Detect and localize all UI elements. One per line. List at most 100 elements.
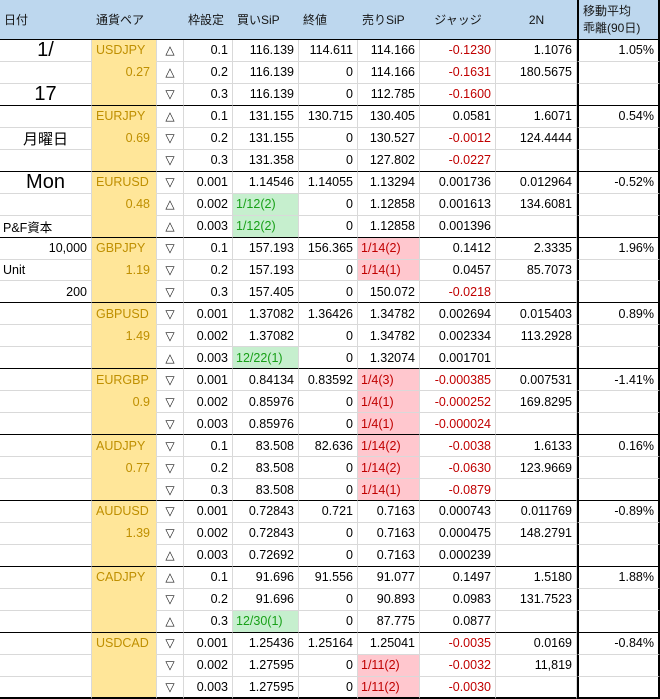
date-cell[interactable]: 200 [0, 281, 92, 304]
trend-cell[interactable]: ▽ [157, 479, 184, 502]
n2-cell[interactable]: 180.5675 [496, 61, 577, 84]
trend-cell[interactable]: ▽ [157, 457, 184, 480]
n2-cell[interactable] [496, 347, 577, 370]
frame-setting-cell[interactable]: 0.1 [184, 105, 233, 128]
buy-sip-cell[interactable]: 1.27595 [233, 676, 299, 699]
pair-cell[interactable] [92, 588, 157, 611]
close-price-cell[interactable]: 0 [299, 413, 358, 436]
ma-deviation-cell[interactable] [577, 413, 660, 436]
date-cell[interactable] [0, 588, 92, 611]
n2-cell[interactable] [496, 479, 577, 502]
header-triangle-spacer[interactable] [157, 0, 184, 40]
close-price-cell[interactable]: 0 [299, 347, 358, 370]
trend-cell[interactable]: ▽ [157, 632, 184, 655]
sell-sip-cell[interactable]: 1.32074 [358, 347, 420, 370]
pair-cell[interactable]: 1.39 [92, 522, 157, 545]
ma-deviation-cell[interactable]: 1.96% [577, 237, 660, 260]
sell-sip-cell[interactable]: 130.405 [358, 105, 420, 128]
sell-sip-cell[interactable]: 1/4(1) [358, 391, 420, 414]
date-cell[interactable] [0, 325, 92, 348]
judge-cell[interactable]: -0.000024 [420, 413, 496, 436]
close-price-cell[interactable]: 0 [299, 457, 358, 480]
pair-cell[interactable]: EURGBP [92, 369, 157, 392]
judge-cell[interactable]: 0.001396 [420, 215, 496, 238]
trend-cell[interactable]: ▽ [157, 83, 184, 106]
date-cell[interactable] [0, 676, 92, 699]
sell-sip-cell[interactable]: 1.13294 [358, 171, 420, 194]
n2-cell[interactable]: 1.6133 [496, 435, 577, 458]
ma-deviation-cell[interactable] [577, 259, 660, 282]
buy-sip-cell[interactable]: 1/12(2) [233, 215, 299, 238]
trend-cell[interactable]: △ [157, 566, 184, 589]
pair-cell[interactable]: 1.19 [92, 259, 157, 282]
pair-cell[interactable] [92, 149, 157, 172]
sell-sip-cell[interactable]: 90.893 [358, 588, 420, 611]
frame-setting-cell[interactable]: 0.001 [184, 369, 233, 392]
close-price-cell[interactable]: 0 [299, 149, 358, 172]
sell-sip-cell[interactable]: 130.527 [358, 127, 420, 150]
ma-deviation-cell[interactable]: -0.89% [577, 501, 660, 523]
trend-cell[interactable]: ▽ [157, 281, 184, 304]
sell-sip-cell[interactable]: 1/14(2) [358, 457, 420, 480]
ma-deviation-cell[interactable] [577, 83, 660, 106]
n2-cell[interactable]: 0.015403 [496, 303, 577, 326]
ma-deviation-cell[interactable]: 0.54% [577, 105, 660, 128]
pair-cell[interactable]: 0.48 [92, 193, 157, 216]
date-cell[interactable] [0, 479, 92, 502]
n2-cell[interactable]: 0.0169 [496, 632, 577, 655]
n2-cell[interactable]: 131.7523 [496, 588, 577, 611]
pair-cell[interactable]: 0.9 [92, 391, 157, 414]
buy-sip-cell[interactable]: 0.85976 [233, 413, 299, 436]
trend-cell[interactable]: △ [157, 193, 184, 216]
pair-cell[interactable] [92, 479, 157, 502]
close-price-cell[interactable]: 114.611 [299, 40, 358, 62]
pair-cell[interactable]: CADJPY [92, 566, 157, 589]
n2-cell[interactable]: 0.012964 [496, 171, 577, 194]
ma-deviation-cell[interactable] [577, 588, 660, 611]
sell-sip-cell[interactable]: 1/4(3) [358, 369, 420, 392]
trend-cell[interactable]: △ [157, 347, 184, 370]
frame-setting-cell[interactable]: 0.3 [184, 83, 233, 106]
judge-cell[interactable]: -0.0879 [420, 479, 496, 502]
n2-cell[interactable]: 85.7073 [496, 259, 577, 282]
frame-setting-cell[interactable]: 0.002 [184, 522, 233, 545]
sell-sip-cell[interactable]: 1.12858 [358, 215, 420, 238]
ma-deviation-cell[interactable]: -1.41% [577, 369, 660, 392]
trend-cell[interactable]: ▽ [157, 391, 184, 414]
header-2n[interactable]: 2N [496, 0, 577, 40]
n2-cell[interactable]: 1.5180 [496, 566, 577, 589]
ma-deviation-cell[interactable] [577, 347, 660, 370]
header-frame-setting[interactable]: 枠設定 [184, 0, 233, 40]
buy-sip-cell[interactable]: 0.72843 [233, 501, 299, 523]
trend-cell[interactable]: △ [157, 544, 184, 567]
close-price-cell[interactable]: 0 [299, 259, 358, 282]
close-price-cell[interactable]: 156.365 [299, 237, 358, 260]
date-cell[interactable] [0, 369, 92, 392]
judge-cell[interactable]: 0.0877 [420, 610, 496, 633]
sell-sip-cell[interactable]: 1.34782 [358, 303, 420, 326]
n2-cell[interactable] [496, 215, 577, 238]
frame-setting-cell[interactable]: 0.3 [184, 610, 233, 633]
sell-sip-cell[interactable]: 127.802 [358, 149, 420, 172]
pair-cell[interactable]: 0.27 [92, 61, 157, 84]
frame-setting-cell[interactable]: 0.3 [184, 281, 233, 304]
judge-cell[interactable]: -0.0032 [420, 654, 496, 677]
frame-setting-cell[interactable]: 0.002 [184, 654, 233, 677]
trend-cell[interactable]: ▽ [157, 325, 184, 348]
sell-sip-cell[interactable]: 1/4(1) [358, 413, 420, 436]
buy-sip-cell[interactable]: 116.139 [233, 61, 299, 84]
buy-sip-cell[interactable]: 83.508 [233, 479, 299, 502]
trend-cell[interactable]: ▽ [157, 369, 184, 392]
pair-cell[interactable]: GBPJPY [92, 237, 157, 260]
buy-sip-cell[interactable]: 0.72843 [233, 522, 299, 545]
buy-sip-cell[interactable]: 83.508 [233, 435, 299, 458]
header-buy-sip[interactable]: 買いSiP [233, 0, 299, 40]
judge-cell[interactable]: 0.001736 [420, 171, 496, 194]
frame-setting-cell[interactable]: 0.001 [184, 171, 233, 194]
sell-sip-cell[interactable]: 112.785 [358, 83, 420, 106]
ma-deviation-cell[interactable]: -0.52% [577, 171, 660, 194]
sell-sip-cell[interactable]: 1.12858 [358, 193, 420, 216]
ma-deviation-cell[interactable]: 0.16% [577, 435, 660, 458]
judge-cell[interactable]: 0.0457 [420, 259, 496, 282]
date-cell[interactable] [0, 566, 92, 589]
